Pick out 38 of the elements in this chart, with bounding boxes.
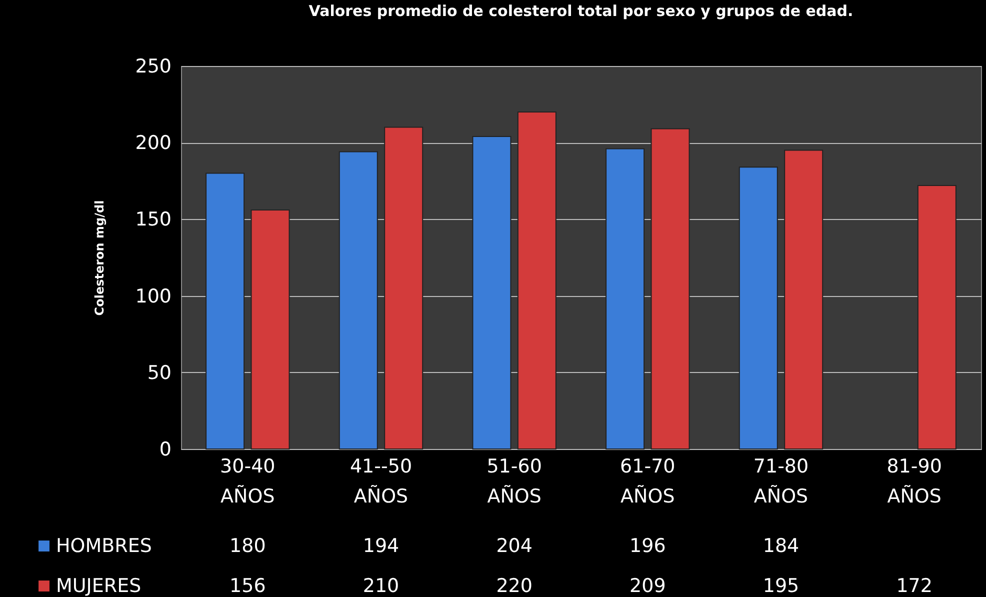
data-label: 156 [230, 575, 266, 597]
x-tick-label: 81-90 AÑOS [886, 456, 942, 508]
data-label: 204 [496, 535, 532, 557]
bar [606, 148, 645, 450]
x-tick-label: 71-80 AÑOS [753, 456, 809, 508]
legend-label: MUJERES [56, 575, 142, 597]
data-label: 184 [762, 535, 800, 557]
data-label: 220 [496, 575, 532, 597]
x-tick-label: 30-40 AÑOS [220, 456, 276, 508]
y-tick-label: 200 [135, 132, 172, 154]
chart-title: Valores promedio de colesterol total por sexo y grupos de edad. [308, 2, 854, 20]
x-tick-label: 51-60 AÑOS [486, 456, 542, 508]
x-tick-label: 41--50 AÑOS [350, 456, 412, 508]
x-tick-label: 61-70 AÑOS [620, 456, 676, 508]
data-label: 180 [230, 535, 266, 557]
legend-label: HOMBRES [56, 535, 152, 557]
data-label: 194 [362, 535, 400, 557]
data-label: 195 [762, 575, 800, 597]
bar [517, 111, 556, 450]
bar [784, 150, 824, 450]
data-label: 172 [896, 575, 932, 597]
bar [650, 128, 690, 450]
y-axis-title: Colesteron mg/dl [92, 200, 106, 316]
y-tick-label: 100 [135, 285, 172, 308]
y-tick-label: 50 [147, 362, 172, 384]
y-tick-label: 0 [159, 438, 172, 460]
bar [338, 151, 378, 450]
data-label: 210 [362, 575, 400, 597]
data-label: 196 [630, 535, 666, 557]
bar [917, 184, 956, 450]
data-label: 209 [630, 575, 666, 597]
bar [472, 136, 512, 450]
bar [250, 210, 290, 450]
y-tick-label: 150 [135, 208, 172, 231]
bar [384, 126, 424, 450]
bar [738, 166, 778, 450]
y-tick-label: 250 [135, 56, 172, 78]
bar [206, 172, 245, 450]
